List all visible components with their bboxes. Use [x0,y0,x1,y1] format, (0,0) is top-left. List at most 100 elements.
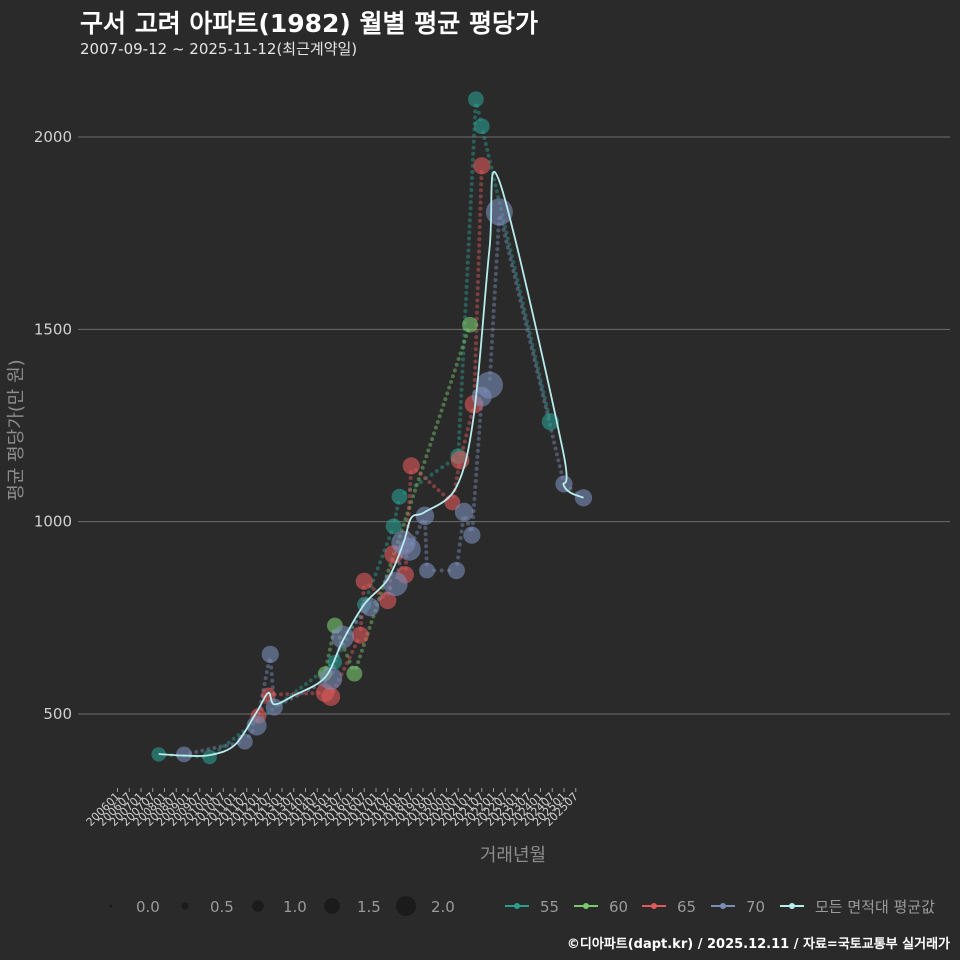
trail-dot-65 [479,176,484,181]
point-55 [541,413,559,431]
trail-dot-70 [494,253,499,258]
chart-subtitle: 2007-09-12 ~ 2025-11-12(최근계약일) [80,40,358,58]
trail-dot-60 [439,408,444,413]
trail-dot-70 [489,352,494,357]
point-70 [419,562,435,579]
trail-dot-55 [505,236,510,241]
trail-dot-60 [420,465,425,470]
trail-dot-70 [460,523,465,528]
trail-dot-65 [455,470,460,475]
trail-dot-55 [472,133,477,138]
trail-dot-70 [212,746,217,751]
point-70 [265,698,283,716]
trail-dot-70 [538,381,543,386]
trail-dot-70 [476,442,481,447]
trail-dot-55 [504,230,509,235]
point-55 [467,91,484,108]
trail-dot-70 [263,676,268,681]
trail-dot-60 [426,448,431,453]
trail-dot-55 [516,283,521,288]
trail-dot-65 [342,666,347,671]
trail-dot-60 [464,334,469,339]
chart-title: 구서 고려 아파트(1982) 월별 평균 평당가 [80,9,538,38]
trail-dot-70 [269,665,274,670]
trail-dot-55 [469,194,474,199]
trail-dot-55 [523,313,528,318]
grid-lines [78,136,950,715]
trail-dot-70 [472,490,477,495]
trail-dot-60 [403,517,408,522]
trail-dot-55 [461,351,466,356]
trail-dot-55 [308,678,313,683]
trail-dot-55 [466,248,471,253]
trail-dot-70 [466,521,471,526]
trail-dot-55 [464,284,469,289]
trail-dot-70 [224,743,229,748]
trail-dot-70 [521,310,526,315]
trail-dot-65 [477,237,482,242]
trail-dot-70 [417,525,422,530]
trail-dot-55 [534,360,539,365]
color-legend-label: 모든 면적대 평균값 [815,898,935,916]
trail-dot-70 [424,550,429,555]
trail-dot-55 [461,357,466,362]
trail-dot-65 [475,292,480,297]
trail-dot-55 [387,536,392,541]
trail-dot-65 [478,206,483,211]
trail-dot-70 [517,292,522,297]
trail-dot-55 [466,254,471,259]
point-70 [261,645,279,663]
y-tick-label: 2000 [34,128,72,146]
trail-dot-70 [494,265,499,270]
trail-dot-70 [472,503,477,508]
trail-dot-55 [482,136,487,141]
trail-dot-70 [475,448,480,453]
trail-dot-70 [488,364,493,369]
trail-dot-70 [495,240,500,245]
trail-dot-70 [474,472,479,477]
trail-dot-55 [465,260,470,265]
color-legend-dot [720,903,726,909]
trail-dot-70 [536,375,541,380]
trail-dot-55 [294,689,299,694]
trail-dot-70 [493,278,498,283]
trail-dot-55 [503,224,508,229]
trail-dot-55 [458,399,463,404]
trail-dot-70 [532,357,537,362]
trail-dot-70 [470,521,475,526]
y-axis-ticks: 500 1000 1500 2000 [34,128,72,723]
trail-dot-70 [515,286,520,291]
trail-dot-55 [508,248,513,253]
trail-dot-70 [529,345,534,350]
trail-dot-55 [476,110,481,115]
trail-dot-60 [388,562,393,567]
trail-dot-65 [464,433,469,438]
trail-dot-70 [354,620,359,625]
trail-dot-65 [478,194,483,199]
point-65 [402,457,420,475]
point-70 [236,733,253,750]
trail-dot-70 [477,430,482,435]
trail-dot-70 [510,263,515,268]
source-credit: ©디아파트(dapt.kr) / 2025.12.11 / 자료=국토교통부 실… [566,937,950,952]
trail-dot-70 [423,532,428,537]
trail-dot-55 [473,109,478,114]
trail-dot-70 [474,466,479,471]
point-55 [385,518,402,535]
trail-dot-55 [459,381,464,386]
trail-dot-55 [489,165,494,170]
trail-dot-55 [469,182,474,187]
size-legend-dot [181,902,189,910]
trail-dot-55 [472,115,477,120]
color-legend-dot [514,903,520,909]
color-legend-label: 60 [609,898,628,916]
trail-dot-55 [465,266,470,271]
trail-dot-55 [468,212,473,217]
trail-dot-70 [478,418,483,423]
trail-dot-70 [491,321,496,326]
trail-dot-70 [472,497,477,502]
trail-dot-55 [537,372,542,377]
x-axis-title: 거래년월 [480,845,546,866]
trail-dot-65 [407,494,412,499]
